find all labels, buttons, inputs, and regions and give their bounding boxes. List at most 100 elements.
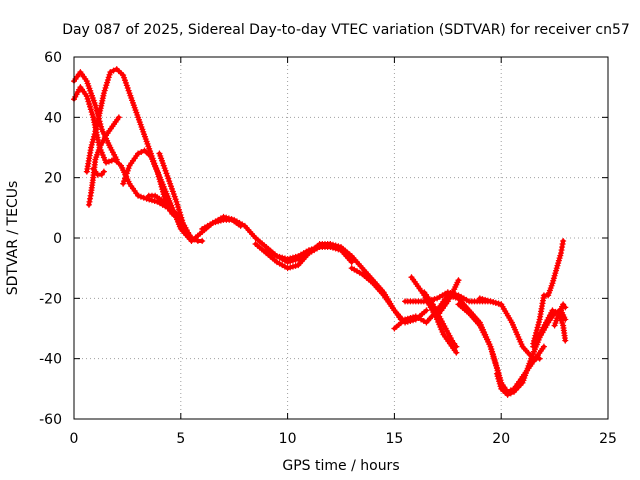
data-point — [92, 102, 99, 109]
track-marker — [490, 299, 497, 306]
data-point — [487, 343, 494, 350]
track-marker — [533, 327, 540, 334]
track-marker — [531, 335, 538, 342]
track-marker — [103, 82, 110, 89]
track-marker — [179, 217, 186, 224]
track-marker — [287, 255, 294, 262]
series-track-11 — [263, 244, 355, 263]
track-marker — [335, 246, 342, 253]
track-marker — [535, 321, 542, 328]
data-point — [549, 307, 556, 314]
track-marker — [507, 390, 514, 397]
track-marker — [492, 299, 499, 306]
data-point — [423, 307, 430, 314]
track-marker — [88, 109, 95, 116]
track-marker — [431, 296, 438, 303]
track-marker — [151, 198, 158, 205]
track-marker — [93, 123, 100, 130]
data-point — [530, 340, 537, 347]
track-marker — [279, 254, 286, 261]
series-track-4 — [85, 114, 122, 208]
track-marker — [85, 98, 92, 105]
series-track-8 — [156, 150, 193, 238]
track-marker — [228, 216, 235, 223]
track-marker — [287, 264, 294, 271]
track-marker — [140, 194, 147, 201]
track-marker — [84, 95, 91, 102]
data-point — [160, 198, 167, 205]
track-marker — [407, 314, 414, 321]
track-marker — [292, 262, 299, 269]
track-marker — [289, 254, 296, 261]
track-marker — [223, 214, 230, 221]
track-marker — [292, 253, 299, 260]
track-marker — [313, 244, 320, 251]
track-marker — [174, 201, 181, 208]
track-marker — [104, 77, 111, 84]
track-marker — [89, 111, 96, 118]
y-tick-label: 40 — [44, 110, 62, 126]
track-marker — [108, 157, 115, 164]
data-point — [100, 168, 107, 175]
data-point — [90, 165, 97, 172]
track-marker — [98, 123, 105, 130]
data-point — [284, 265, 291, 272]
track-marker — [225, 215, 232, 222]
y-tick-label: -20 — [39, 291, 62, 307]
data-point — [444, 289, 451, 296]
track-marker — [101, 87, 108, 94]
data-point — [220, 213, 227, 220]
data-point — [173, 198, 180, 205]
data-point — [115, 114, 122, 121]
track-marker — [479, 296, 486, 303]
series-track-7 — [145, 192, 180, 220]
data-point — [186, 231, 193, 238]
track-marker — [493, 362, 500, 369]
track-marker — [488, 346, 495, 353]
track-marker — [281, 255, 288, 262]
data-point — [434, 313, 441, 320]
track-marker — [175, 204, 182, 211]
data-point — [143, 195, 150, 202]
track-marker — [451, 340, 458, 347]
data-point — [562, 316, 569, 323]
data-point — [135, 150, 142, 157]
axis-ticks: 0 5 10 15 20 25 -60 -40 -20 0 20 40 60 — [39, 50, 617, 447]
y-tick-label: 0 — [53, 231, 62, 247]
series-track-23 — [551, 301, 569, 329]
track-marker — [491, 356, 498, 363]
track-marker — [91, 131, 98, 138]
track-marker — [276, 253, 283, 260]
data-point — [562, 337, 569, 344]
track-marker — [178, 214, 185, 221]
data-point — [273, 253, 280, 260]
track-marker — [535, 319, 542, 326]
y-tick-label: 60 — [44, 50, 62, 66]
data-point — [449, 337, 456, 344]
data-point — [476, 295, 483, 302]
series-layer — [71, 66, 569, 398]
track-marker — [110, 67, 117, 74]
track-marker — [89, 139, 96, 146]
track-marker — [533, 329, 540, 336]
data-point — [455, 277, 462, 284]
data-point — [305, 247, 312, 254]
series-track-6 — [90, 165, 107, 178]
data-point — [487, 298, 494, 305]
y-tick-label: -60 — [39, 412, 62, 428]
track-marker — [410, 314, 417, 321]
track-marker — [489, 348, 496, 355]
series-track-22 — [530, 238, 567, 347]
track-marker — [104, 79, 111, 86]
track-marker — [289, 263, 296, 270]
series-track-16 — [421, 289, 460, 350]
y-axis-label: SDTVAR / TECUs — [5, 181, 21, 296]
track-marker — [93, 125, 100, 132]
track-marker — [176, 209, 183, 216]
data-point — [107, 69, 114, 76]
track-marker — [90, 133, 97, 140]
data-point — [83, 93, 90, 100]
x-tick-label: 0 — [70, 431, 79, 447]
data-point — [98, 171, 105, 178]
